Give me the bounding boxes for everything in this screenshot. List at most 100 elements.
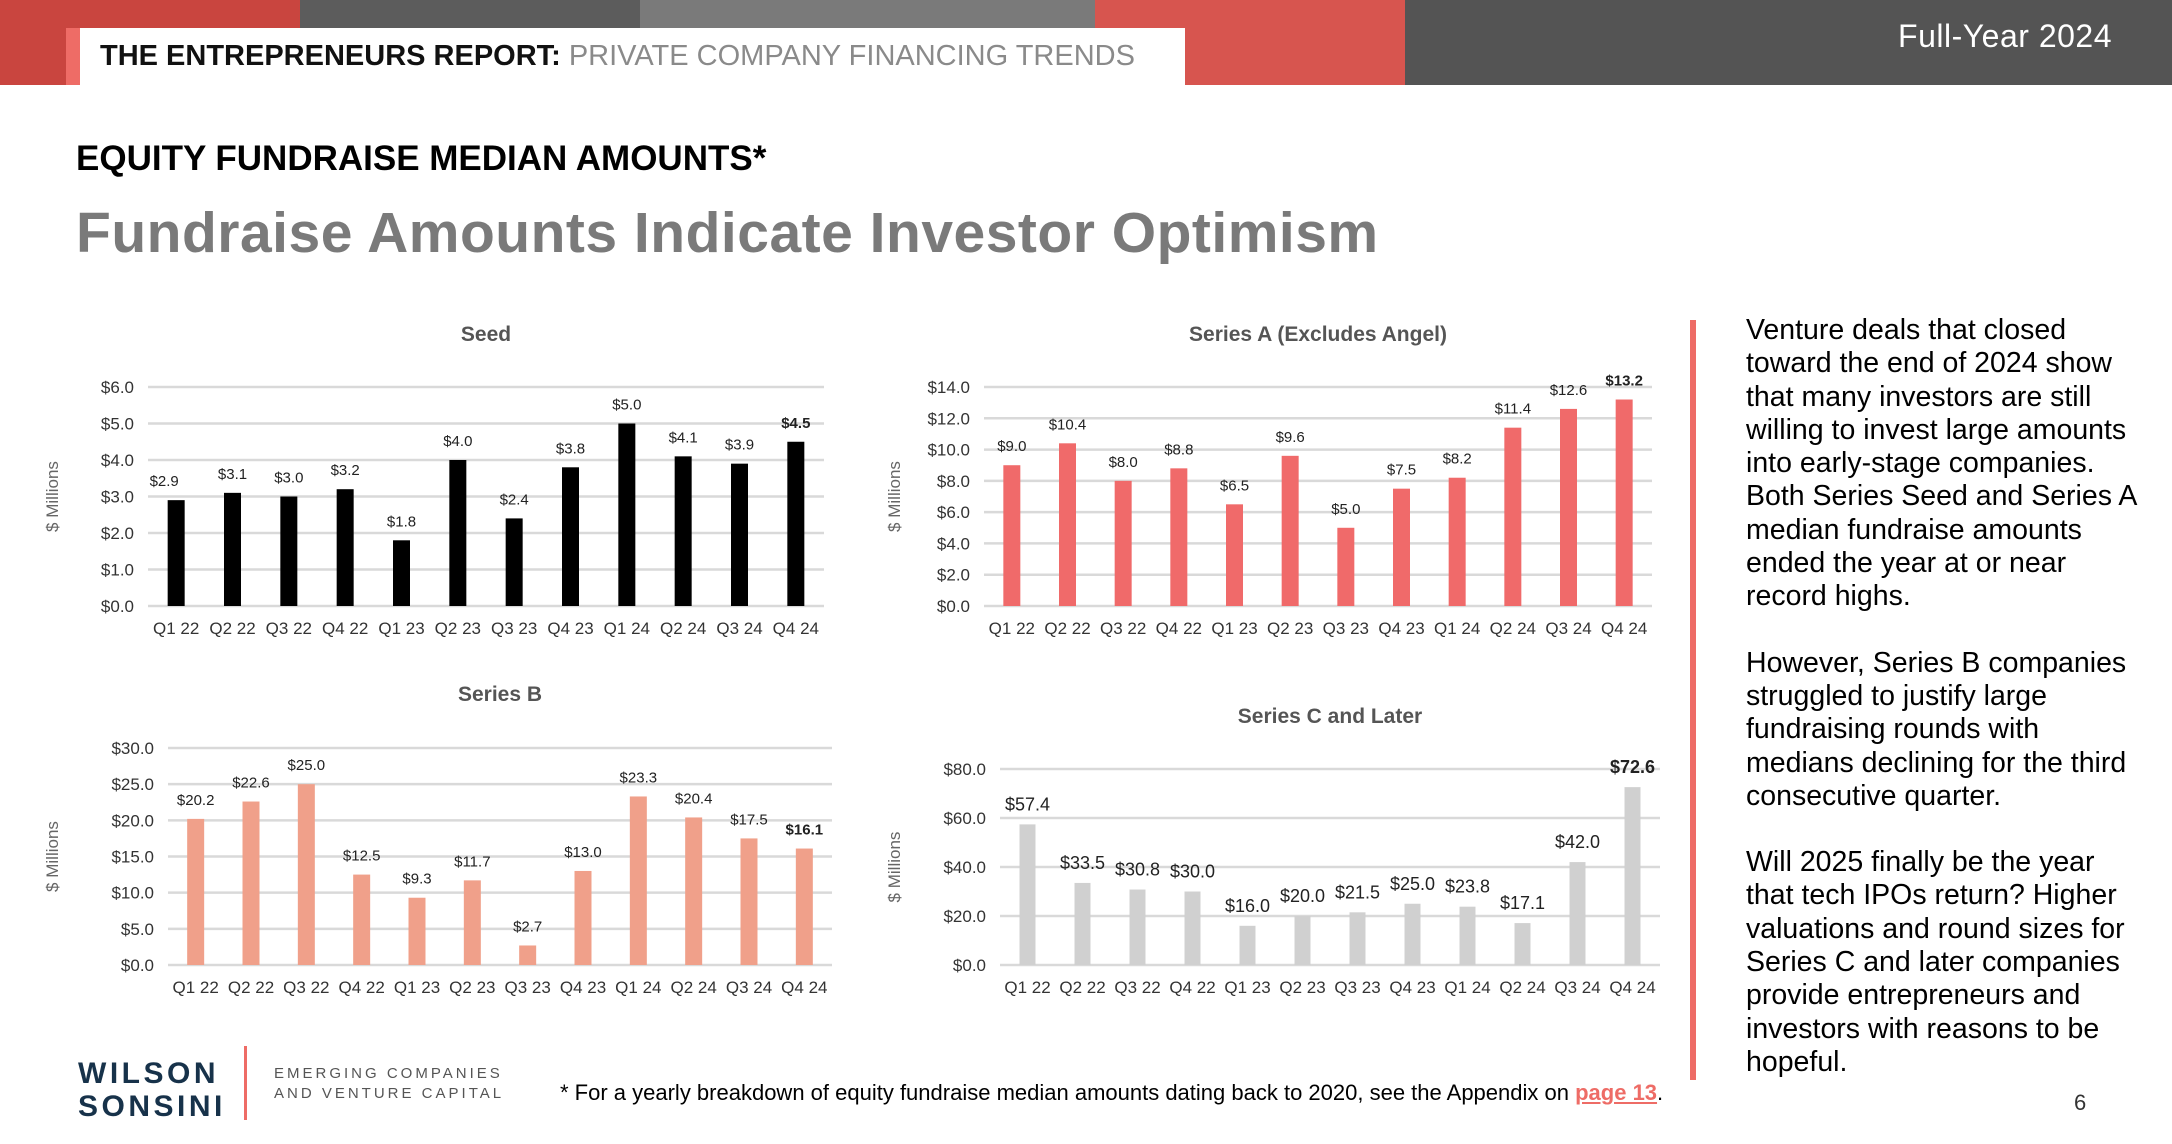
bar [1504,427,1522,606]
x-tick-label: Q1 24 [1434,619,1480,638]
chart-title: Seed [461,323,511,346]
data-label: $9.3 [402,871,431,888]
wilson-sonsini-logo: WILSON SONSINI [78,1057,226,1123]
y-tick-label: $4.0 [101,451,134,470]
data-label: $9.0 [997,438,1026,455]
data-label: $4.5 [781,415,810,432]
data-label: $23.3 [620,769,658,786]
data-label: $2.9 [150,473,179,490]
bar [1337,527,1355,606]
x-tick-label: Q2 23 [449,978,495,997]
bar [1129,889,1146,965]
x-tick-label: Q2 23 [1267,619,1313,638]
x-tick-label: Q3 22 [1114,978,1160,997]
bar [187,818,205,965]
x-tick-label: Q3 22 [266,619,312,638]
y-tick-label: $20.0 [111,811,154,830]
bar [740,838,758,965]
y-tick-label: $2.0 [101,524,134,543]
data-label: $72.6 [1610,757,1655,777]
y-tick-label: $40.0 [943,858,986,877]
header-photo-strip-5 [1405,0,2172,85]
x-tick-label: Q1 22 [153,619,199,638]
x-tick-label: Q1 24 [604,619,650,638]
data-label: $11.7 [454,853,490,870]
data-label: $30.8 [1115,860,1160,880]
bar [280,496,298,606]
y-tick-label: $15.0 [111,848,154,867]
data-label: $33.5 [1060,853,1105,873]
y-tick-label: $5.0 [121,920,154,939]
data-label: $42.0 [1555,832,1600,852]
data-label: $4.1 [669,429,698,446]
data-label: $2.7 [513,918,542,935]
y-axis-label: $ Millions [885,461,904,532]
x-tick-label: Q1 23 [1211,619,1257,638]
data-label: $17.1 [1500,893,1545,913]
section-heading: EQUITY FUNDRAISE MEDIAN AMOUNTS* [76,139,767,178]
bar [242,801,260,965]
bar [1074,882,1091,965]
bar [449,460,467,606]
data-label: $20.0 [1280,886,1325,906]
x-tick-label: Q2 24 [671,978,717,997]
x-tick-label: Q1 24 [615,978,661,997]
bar [519,945,537,965]
bar [1560,408,1577,606]
x-tick-label: Q4 22 [339,978,385,997]
bar [336,489,354,606]
x-tick-label: Q4 22 [1169,978,1215,997]
bar [1019,824,1036,965]
y-axis-label: $ Millions [43,821,62,892]
data-label: $8.0 [1109,454,1138,471]
bar [1294,916,1311,965]
x-tick-label: Q3 24 [1545,619,1591,638]
x-tick-label: Q1 22 [1004,978,1050,997]
commentary-paragraph-2: However, Series B companies struggled to… [1746,646,2127,812]
data-label: $3.8 [556,440,585,457]
x-tick-label: Q4 22 [1156,619,1202,638]
bar [1059,443,1076,606]
y-tick-label: $80.0 [943,760,986,779]
bar [1239,925,1256,965]
x-tick-label: Q2 23 [1279,978,1325,997]
x-tick-label: Q4 23 [1378,619,1424,638]
report-title: THE ENTREPRENEURS REPORT: PRIVATE COMPAN… [66,28,1185,85]
x-tick-label: Q4 23 [560,978,606,997]
page-number: 6 [2074,1090,2087,1115]
footnote-end: . [1657,1080,1664,1105]
x-tick-label: Q2 24 [1499,978,1545,997]
bar [1226,504,1243,606]
x-tick-label: Q4 22 [322,619,368,638]
data-label: $12.6 [1550,382,1588,399]
data-label: $57.4 [1005,794,1050,814]
bar [1448,477,1466,606]
bar [674,456,692,606]
x-tick-label: Q2 23 [435,619,481,638]
x-tick-label: Q1 23 [378,619,424,638]
data-label: $10.4 [1049,416,1087,433]
bar [297,784,315,965]
y-tick-label: $0.0 [101,597,134,616]
y-tick-label: $0.0 [953,956,986,975]
bar [731,463,748,606]
y-tick-label: $3.0 [101,488,134,507]
data-label: $5.0 [612,397,641,414]
bar [353,874,371,965]
footnote-page-link[interactable]: page 13 [1575,1080,1658,1105]
data-label: $5.0 [1331,501,1360,518]
bar [1170,468,1188,606]
commentary-divider [1690,320,1696,1080]
y-tick-label: $25.0 [111,775,154,794]
data-label: $3.0 [274,470,303,487]
bar [1404,903,1421,965]
data-label: $20.4 [675,790,713,807]
chart-series-c-and-later: Series C and Later $ Millions $0.0 $20.0 $40… [885,705,1660,997]
logo-line-1: WILSON [78,1057,219,1090]
data-label: $2.4 [500,491,529,508]
x-tick-label: Q3 24 [1554,978,1600,997]
bar [574,870,592,965]
x-tick-label: Q4 24 [1609,978,1655,997]
commentary-paragraph-3: Will 2025 finally be the year that tech … [1746,846,2125,1078]
logo-tagline: EMERGING COMPANIES AND VENTURE CAPITAL [274,1064,504,1104]
